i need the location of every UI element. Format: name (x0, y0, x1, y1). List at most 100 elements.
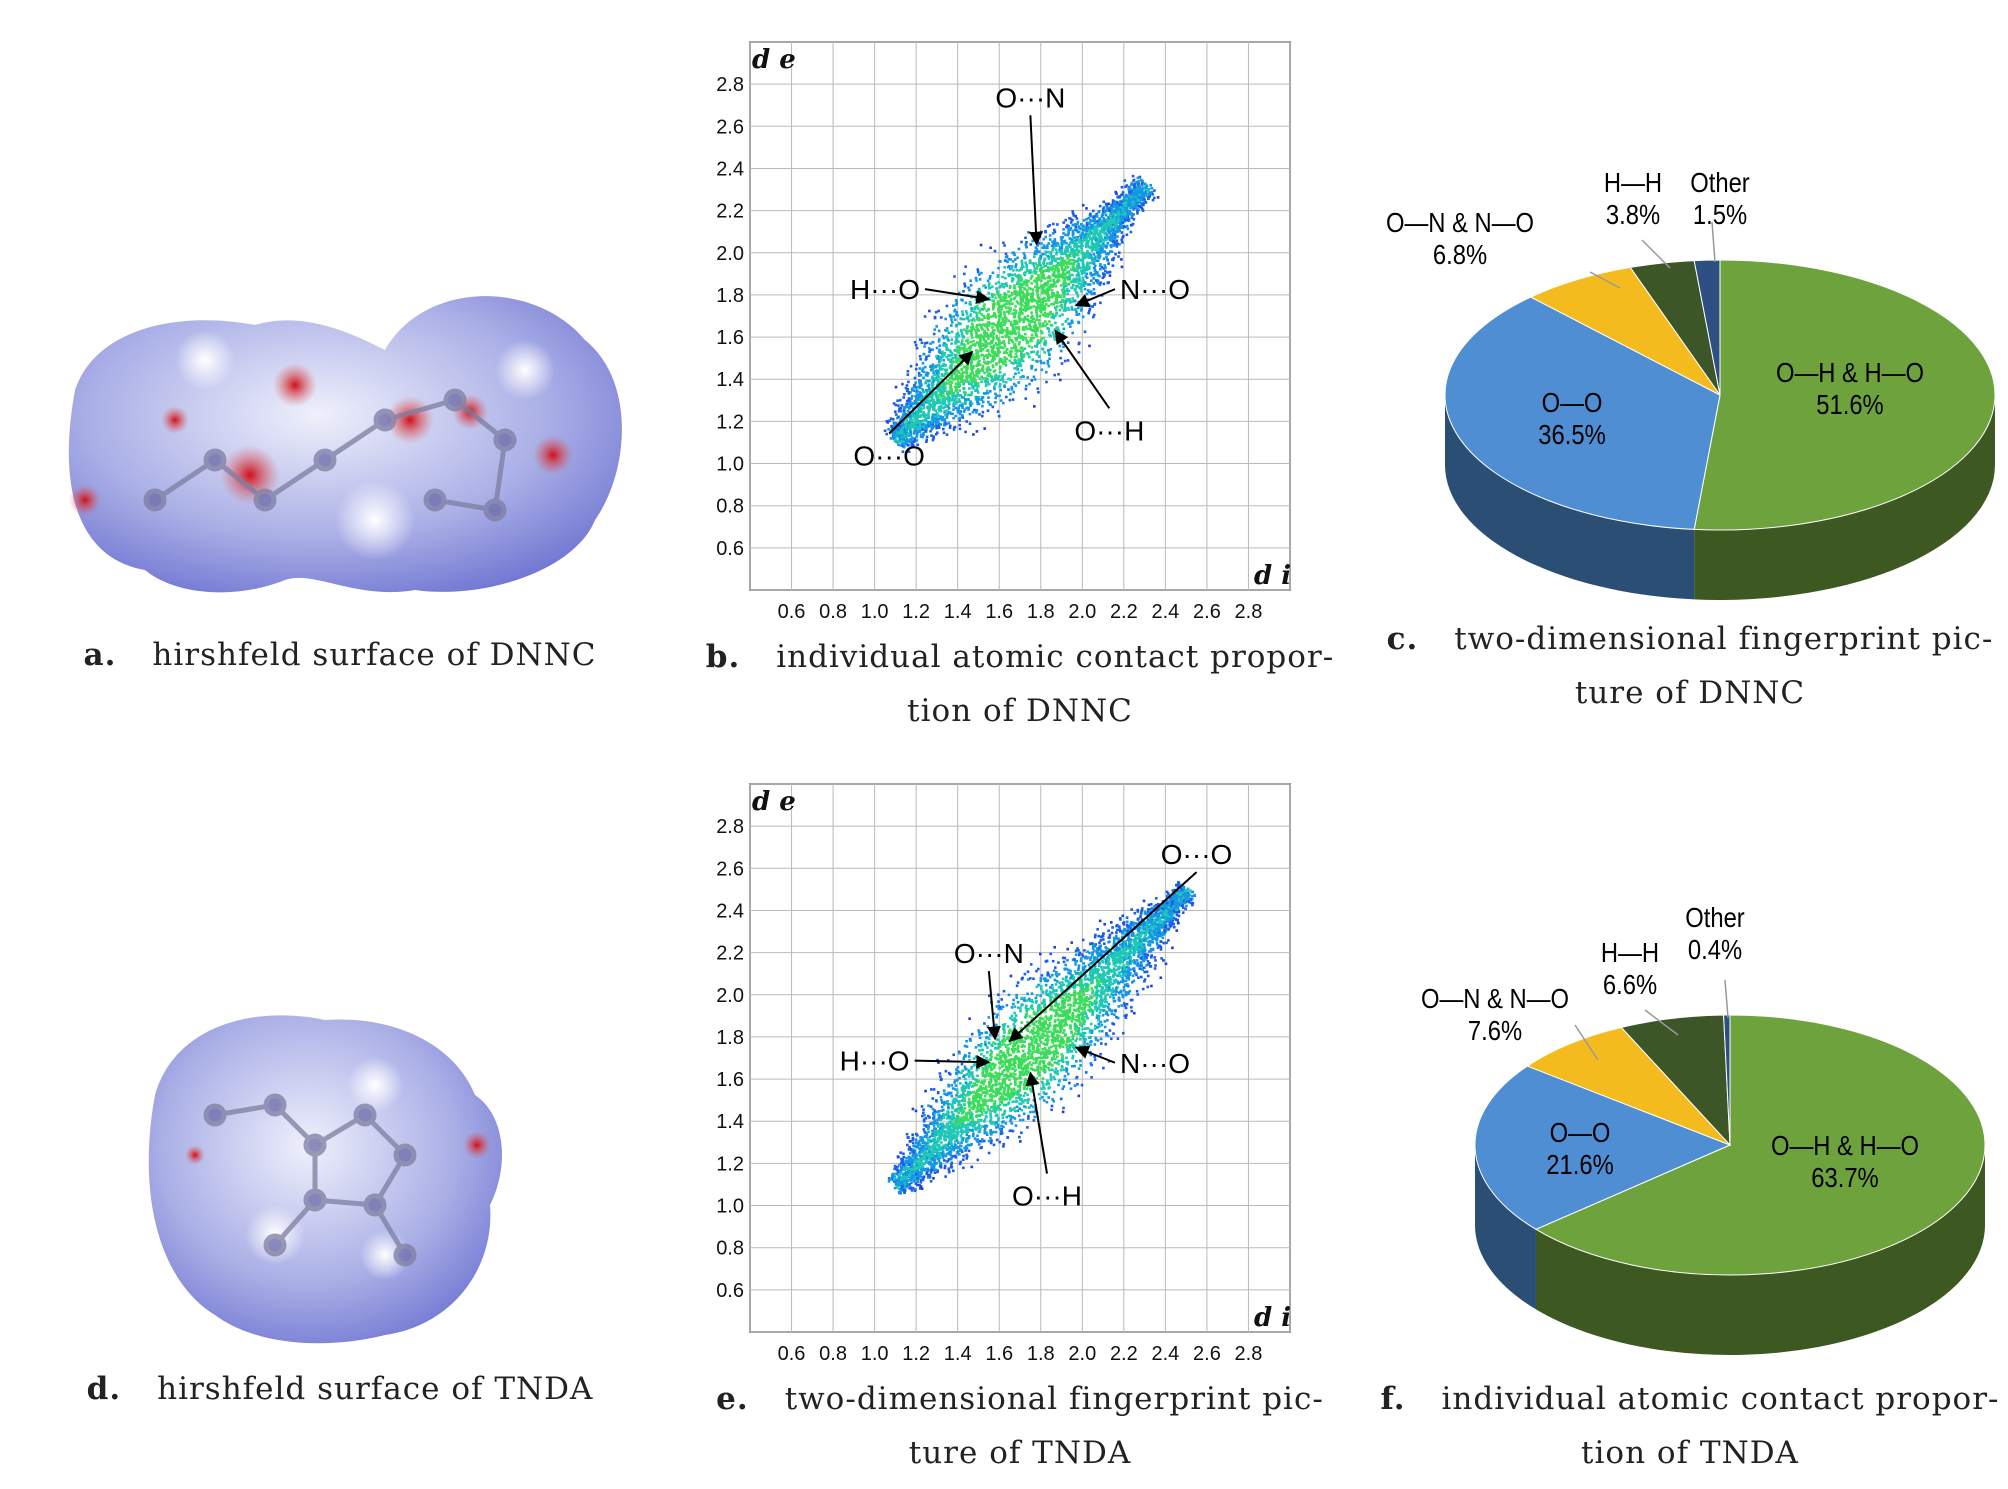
fingerprint-point (976, 400, 980, 403)
fingerprint-point (960, 329, 963, 332)
fingerprint-point (1007, 309, 1011, 313)
fingerprint-point (1108, 213, 1112, 217)
fingerprint-point (1084, 304, 1087, 307)
fingerprint-point (1069, 322, 1072, 325)
fingerprint-point (1021, 297, 1024, 301)
fingerprint-point (1092, 944, 1095, 948)
fingerprint-point (985, 331, 988, 335)
fingerprint-point (1110, 243, 1114, 247)
fingerprint-point (975, 311, 978, 315)
fingerprint-point (1098, 274, 1101, 278)
fingerprint-point (927, 409, 931, 413)
fingerprint-point (955, 333, 958, 336)
fingerprint-point (1123, 220, 1127, 223)
x-tick-label: 0.6 (778, 601, 806, 623)
fingerprint-point (1072, 258, 1075, 262)
fingerprint-point (1064, 252, 1067, 255)
fingerprint-point (1068, 275, 1071, 279)
fingerprint-point (964, 400, 967, 403)
fingerprint-point (944, 386, 947, 390)
fingerprint-point (996, 1030, 999, 1033)
fingerprint-point (981, 364, 985, 368)
fingerprint-point (1010, 1090, 1013, 1094)
fingerprint-point (1040, 987, 1043, 991)
fingerprint-point (1049, 279, 1052, 282)
fingerprint-point (1087, 225, 1090, 229)
fingerprint-point (1029, 328, 1033, 332)
fingerprint-point (910, 444, 914, 447)
fingerprint-point (913, 340, 917, 344)
fingerprint-point (1099, 247, 1102, 251)
fingerprint-point (939, 415, 942, 418)
fingerprint-point (931, 382, 935, 385)
fingerprint-point (1040, 266, 1043, 270)
x-tick-label: 2.2 (1110, 601, 1138, 623)
fingerprint-point (1068, 237, 1072, 240)
fingerprint-point (922, 1148, 925, 1151)
fingerprint-point (998, 285, 1001, 289)
fingerprint-point (1023, 254, 1027, 258)
fingerprint-point (935, 424, 939, 428)
fingerprint-point (1033, 320, 1037, 324)
fingerprint-point (950, 364, 953, 368)
fingerprint-point (928, 350, 931, 354)
fingerprint-point (1028, 327, 1031, 331)
fingerprint-point (1044, 289, 1047, 292)
fingerprint-point (925, 401, 928, 404)
fingerprint-point (1014, 372, 1017, 376)
fingerprint-point (1103, 273, 1107, 276)
fingerprint-point (1103, 264, 1107, 267)
fingerprint-point (890, 424, 894, 428)
fingerprint-point (1035, 326, 1038, 330)
fingerprint-point (1100, 265, 1103, 269)
fingerprint-point (983, 360, 986, 363)
fingerprint-point (1124, 218, 1127, 221)
fingerprint-point (1029, 269, 1032, 272)
fingerprint-point (1010, 361, 1013, 365)
fingerprint-point (1023, 288, 1027, 291)
fingerprint-point (1138, 191, 1142, 195)
fingerprint-point (931, 369, 935, 372)
fingerprint-point (1061, 313, 1064, 316)
fingerprint-point (1103, 1025, 1107, 1029)
fingerprint-point (962, 396, 965, 399)
fingerprint-point (1076, 1083, 1079, 1086)
fingerprint-point (993, 352, 997, 356)
fingerprint-point (1048, 296, 1052, 299)
fingerprint-point (1061, 268, 1064, 271)
fingerprint-point (996, 410, 1000, 413)
fingerprint-point (1067, 283, 1070, 286)
fingerprint-point (937, 350, 941, 353)
fingerprint-point (1104, 266, 1107, 269)
fingerprint-point (1085, 292, 1089, 296)
y-tick-label: 1.8 (716, 285, 744, 307)
fingerprint-point (1088, 305, 1092, 308)
fingerprint-point (1127, 219, 1131, 222)
fingerprint-point (1112, 238, 1116, 242)
fingerprint-point (912, 444, 915, 447)
fingerprint-point (963, 317, 966, 321)
fingerprint-point (1128, 190, 1131, 194)
fingerprint-point (980, 1140, 984, 1143)
fingerprint-point (965, 406, 968, 410)
fingerprint-plot-dnnc: 0.6 0.8 1.0 1.2 1.4 1.6 1.8 2.0 2.2 2.4 2.6 2.80.60… (716, 41, 1291, 623)
fingerprint-point (1049, 323, 1053, 327)
fingerprint-point (1066, 292, 1069, 296)
fingerprint-point (1111, 220, 1115, 224)
fingerprint-point (1014, 349, 1018, 352)
fingerprint-point (1015, 355, 1019, 358)
fingerprint-point (1006, 326, 1009, 330)
fingerprint-point (1020, 311, 1024, 315)
fingerprint-point (1123, 199, 1127, 202)
fingerprint-point (1010, 385, 1013, 389)
fingerprint-point (992, 293, 995, 296)
fingerprint-point (1030, 339, 1033, 343)
fingerprint-point (887, 428, 890, 431)
fingerprint-point (991, 339, 994, 342)
fingerprint-point (1112, 241, 1116, 244)
fingerprint-point (1018, 269, 1021, 272)
fingerprint-point (1035, 250, 1039, 254)
fingerprint-point (957, 371, 961, 374)
fingerprint-point (1002, 328, 1006, 332)
fingerprint-point (1040, 337, 1043, 341)
